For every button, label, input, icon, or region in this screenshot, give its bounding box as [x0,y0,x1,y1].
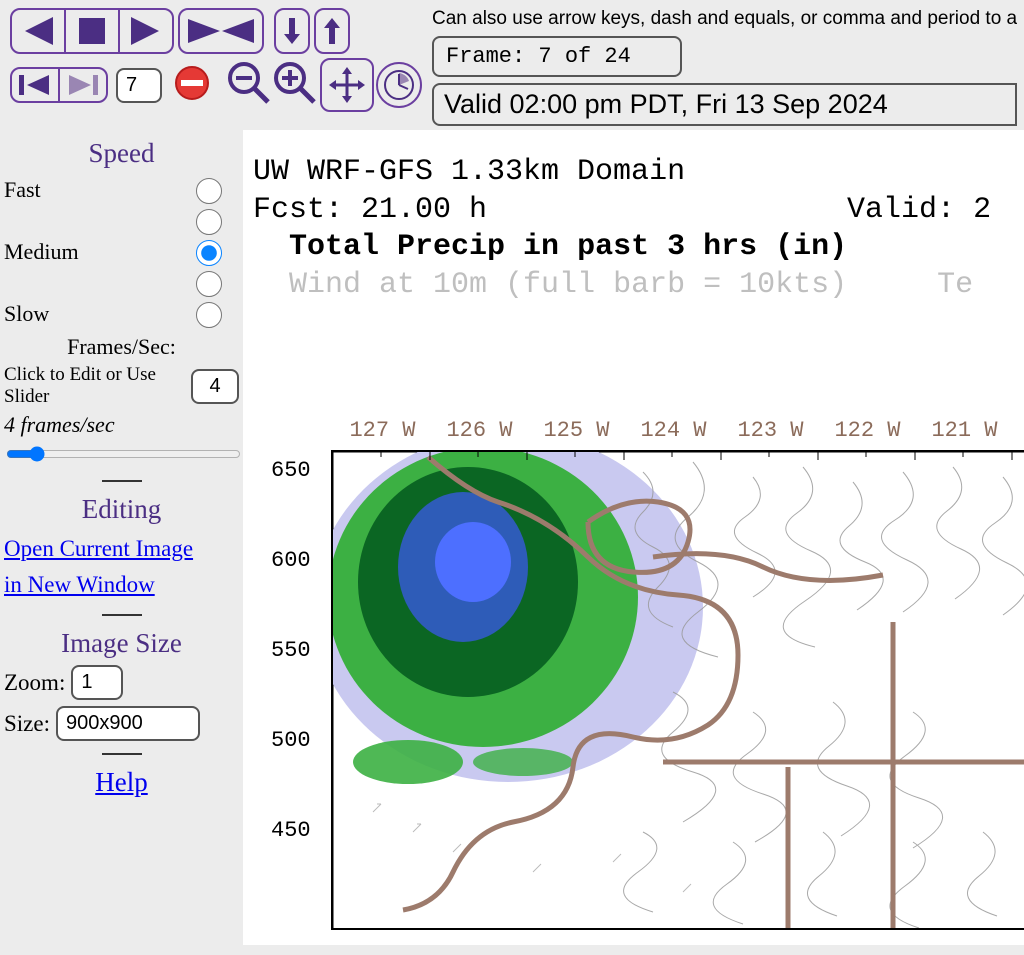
fps-input[interactable] [191,369,239,404]
speed-label-fast: Fast [4,177,41,203]
prev-button[interactable] [10,8,66,54]
divider [102,614,142,616]
first-frame-button[interactable] [10,67,60,103]
speed-radio-3[interactable] [196,271,222,297]
help-link[interactable]: Help [4,767,239,798]
latitude-labels: 650600550500450 [271,458,311,908]
size-input[interactable] [56,706,200,741]
fps-label: Frames/Sec: [4,334,239,360]
speed-radio-slow[interactable] [196,302,222,328]
map-content: UW WRF-GFS 1.33km Domain Fcst: 21.00 hVa… [243,130,1024,945]
zoom-label: Zoom: [4,670,65,696]
longitude-labels: 127 W126 W125 W124 W123 W122 W121 W120 W [334,418,1024,443]
map-header: UW WRF-GFS 1.33km Domain Fcst: 21.00 hVa… [243,130,1024,304]
speed-radio-fast[interactable] [196,178,222,204]
editing-title: Editing [4,494,239,525]
fps-edit-hint: Click to Edit or Use Slider [4,364,164,408]
speed-radio-1[interactable] [196,209,222,235]
speed-label-medium: Medium [4,239,79,265]
weather-map[interactable] [331,450,1024,930]
divider [102,753,142,755]
size-label: Size: [4,711,50,737]
map-area: 127 W126 W125 W124 W123 W122 W121 W120 W… [261,450,1024,945]
rock-button[interactable] [178,8,264,54]
up-button[interactable] [314,8,350,54]
time-button[interactable] [376,62,422,108]
zoom-input[interactable] [71,665,123,700]
toolbar-controls [10,8,422,112]
down-button[interactable] [274,8,310,54]
last-frame-button[interactable] [58,67,108,103]
image-size-title: Image Size [4,628,239,659]
frame-input[interactable] [116,68,162,103]
speed-title: Speed [4,138,239,169]
speed-radio-medium[interactable] [196,240,222,266]
stop-button[interactable] [64,8,120,54]
fps-display: 4 frames/sec [4,412,239,438]
sidebar: Speed Fast Medium Slow Frames/Sec: Click… [0,130,243,945]
divider [102,480,142,482]
speed-label-slow: Slow [4,301,49,327]
play-button[interactable] [118,8,174,54]
keyboard-hint: Can also use arrow keys, dash and equals… [432,8,1017,30]
remove-button[interactable] [172,63,212,108]
frame-counter: Frame: 7 of 24 [432,36,682,77]
pan-button[interactable] [320,58,374,112]
toolbar: Can also use arrow keys, dash and equals… [0,0,1024,130]
zoom-in-button[interactable] [272,60,318,111]
open-image-link[interactable]: Open Current Image in New Window [4,531,239,602]
valid-time: Valid 02:00 pm PDT, Fri 13 Sep 2024 [432,83,1017,126]
fps-slider[interactable] [6,446,241,462]
zoom-out-button[interactable] [226,60,272,111]
